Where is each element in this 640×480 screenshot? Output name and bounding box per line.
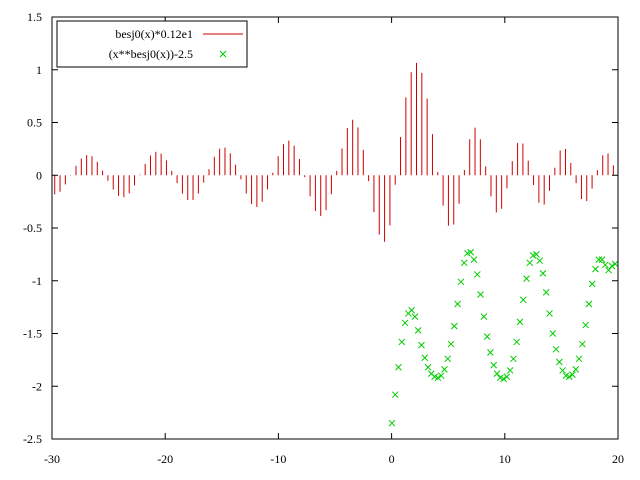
data-point xyxy=(506,367,514,374)
data-point xyxy=(569,371,576,378)
y-tick-label: 0.5 xyxy=(27,116,42,130)
data-point xyxy=(398,338,406,346)
data-point xyxy=(467,248,475,256)
data-point xyxy=(533,251,540,258)
series-xbesj0-points xyxy=(388,248,619,427)
data-point xyxy=(411,313,419,320)
data-point xyxy=(601,261,609,269)
data-point xyxy=(388,419,396,427)
legend-box xyxy=(56,20,248,68)
data-point xyxy=(444,355,452,363)
data-point xyxy=(536,257,544,265)
x-axis: -30 -20 -10 0 10 20 xyxy=(44,17,624,466)
data-point xyxy=(582,321,589,329)
data-point xyxy=(539,270,547,277)
x-tick-label: 0 xyxy=(389,452,395,466)
data-point xyxy=(588,280,596,288)
data-point xyxy=(526,259,534,267)
data-point xyxy=(441,366,448,373)
legend-point-marker xyxy=(219,50,227,58)
y-tick-label: -2.5 xyxy=(23,432,42,446)
data-point xyxy=(542,289,550,296)
data-point xyxy=(513,338,521,346)
data-point xyxy=(424,363,432,371)
data-point xyxy=(608,262,616,270)
data-point xyxy=(418,341,425,349)
data-point xyxy=(516,318,524,326)
data-point xyxy=(457,278,465,286)
data-point xyxy=(556,358,563,366)
data-point xyxy=(434,374,442,382)
data-point xyxy=(611,260,619,268)
x-tick-label: 10 xyxy=(499,452,511,466)
data-point xyxy=(585,300,593,308)
data-point xyxy=(552,345,560,353)
data-point xyxy=(565,373,573,381)
data-point xyxy=(421,354,429,362)
legend: besj0(x)*0.12e1 (x**besj0(x))-2.5 xyxy=(56,20,248,68)
data-point xyxy=(500,375,507,383)
data-point xyxy=(414,326,422,334)
data-point xyxy=(595,256,603,264)
series-besj0-impulses xyxy=(54,62,614,242)
data-point xyxy=(477,291,484,298)
data-point xyxy=(483,333,491,341)
data-point xyxy=(450,322,458,330)
data-point xyxy=(578,340,586,348)
data-point xyxy=(395,363,402,371)
data-point xyxy=(447,340,455,348)
x-tick-label: 20 xyxy=(612,452,624,466)
data-point xyxy=(546,310,553,317)
data-point xyxy=(470,256,478,264)
data-point xyxy=(391,391,399,399)
data-point xyxy=(549,330,557,337)
data-point xyxy=(503,373,511,381)
data-point xyxy=(519,296,527,304)
legend-label-series-2: (x**besj0(x))-2.5 xyxy=(109,47,193,61)
x-tick-label: -20 xyxy=(157,452,173,466)
y-tick-label: 0 xyxy=(36,168,42,182)
data-point xyxy=(473,271,481,278)
data-point xyxy=(401,319,409,327)
data-point xyxy=(487,349,494,356)
x-tick-label: -10 xyxy=(270,452,286,466)
y-tick-label: 1.5 xyxy=(27,10,42,24)
data-point xyxy=(592,265,599,273)
data-point xyxy=(490,361,498,369)
plot-border xyxy=(51,16,619,440)
data-point xyxy=(572,366,580,373)
x-tick-label: -30 xyxy=(44,452,60,466)
y-tick-label: -0.5 xyxy=(23,221,42,235)
data-point xyxy=(437,372,445,380)
y-tick-label: -1 xyxy=(32,274,42,288)
legend-label-series-1: besj0(x)*0.12e1 xyxy=(115,27,193,41)
data-point xyxy=(598,256,606,264)
legend-marker-series-2 xyxy=(219,50,227,58)
y-tick-label: -2 xyxy=(32,379,42,393)
y-axis: -2.5 -2 -1.5 -1 -0.5 0 0.5 1 1.5 xyxy=(23,10,618,446)
y-tick-label: 1 xyxy=(36,63,42,77)
data-point xyxy=(493,370,501,377)
data-point xyxy=(460,259,468,267)
data-point xyxy=(408,306,415,314)
data-point xyxy=(575,355,583,363)
data-point xyxy=(454,300,461,308)
data-point xyxy=(559,367,566,374)
y-tick-label: -1.5 xyxy=(23,327,42,341)
data-point xyxy=(510,355,517,363)
data-point xyxy=(523,275,530,282)
data-point xyxy=(480,313,488,320)
data-point xyxy=(605,266,612,274)
